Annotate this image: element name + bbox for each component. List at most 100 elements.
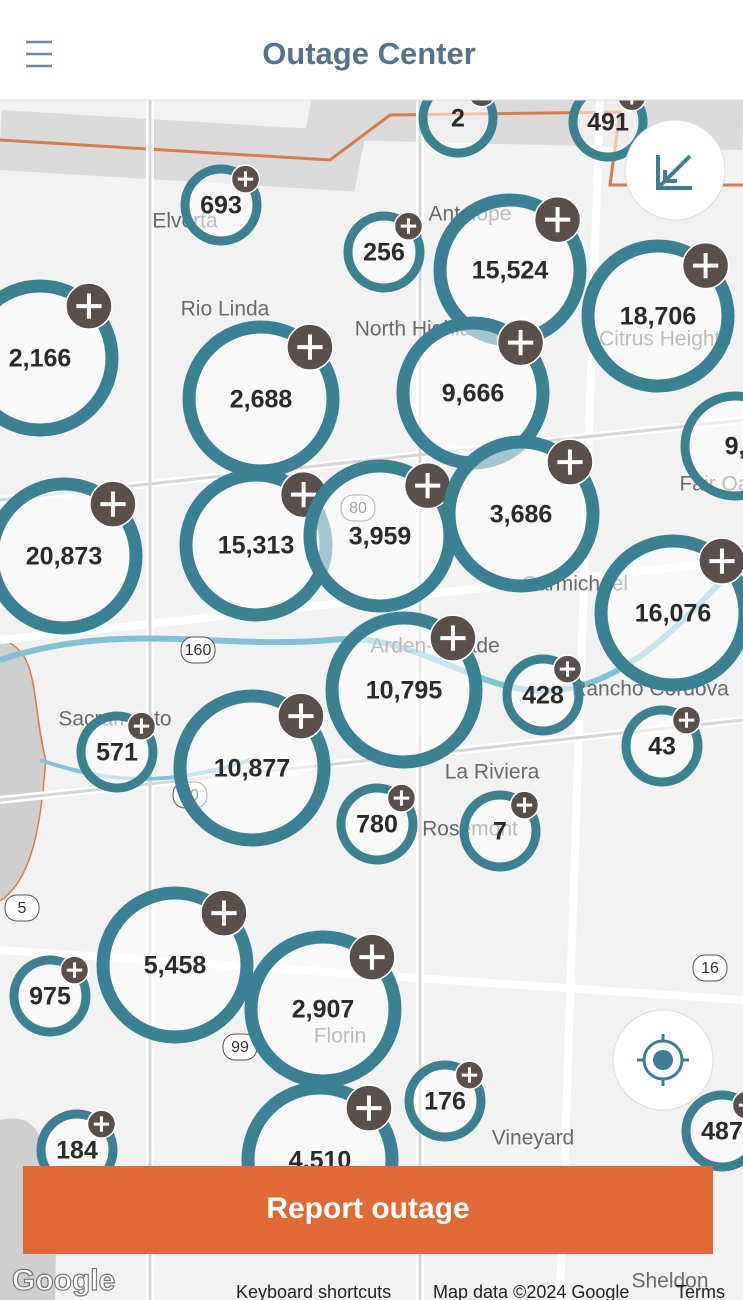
expand-plus [290,481,317,508]
outage-cluster[interactable]: 2,166 [0,279,119,437]
map-data: Map data ©2024 Google [433,1282,629,1300]
place-label: Vineyard [492,1127,575,1150]
outage-cluster[interactable]: 487 [681,1090,743,1172]
cluster-count: 428 [522,682,564,710]
expand-plus [557,449,583,475]
place-label: Sheldon [631,1270,708,1293]
expand-plus [440,625,466,651]
cluster-count: 3,686 [490,501,553,529]
cluster-count: 10,795 [366,677,443,705]
cluster-count: 15,313 [218,532,294,560]
outage-cluster[interactable]: 571 [76,711,158,793]
expand-plus [544,206,571,233]
cluster-count: 16,076 [635,600,711,628]
expand-plus [461,1067,478,1083]
outage-cluster[interactable]: 10,795 [325,611,483,769]
expand-plus [414,472,441,499]
google-logo: Google [12,1264,115,1297]
terms-link[interactable]: Terms [676,1282,725,1300]
cluster-count: 15,524 [472,257,549,285]
cluster-count: 2,688 [230,386,293,414]
outage-cluster[interactable]: 20,873 [0,477,143,635]
cluster-ring [681,1090,743,1172]
outage-cluster[interactable]: 2,688 [182,320,340,478]
expand-badge [731,1090,743,1120]
expand-plus [356,1095,382,1121]
cluster-count: 571 [96,739,138,767]
cluster-count: 693 [200,192,242,220]
outage-cluster[interactable]: 780 [336,783,418,865]
cluster-count: 256 [363,239,405,267]
shield-number: 99 [231,1039,249,1056]
shield-plate [692,954,728,982]
expand-plus [237,171,254,187]
expand-plus [507,329,534,356]
expand-plus [288,703,314,729]
cluster-count: 176 [424,1088,466,1116]
shield-number: 16 [701,960,719,977]
outage-cluster[interactable]: 2,907 [244,930,402,1088]
cluster-ring [680,391,743,501]
expand-plus [393,790,410,806]
outage-cluster[interactable]: 176 [404,1060,486,1142]
cluster-count: 9,666 [442,380,505,408]
shield-number: 5 [18,900,27,917]
cluster-count: 43 [648,733,676,761]
collapse-button[interactable] [624,119,726,221]
outage-cluster[interactable]: 3,686 [442,435,600,593]
outage-clusters: 2 491 693 256 15,524 18,706 2,166 2,688 9,666 9, 2… [0,78,743,1239]
expand-plus [297,334,323,360]
cluster-count: 2,907 [292,996,355,1024]
outage-cluster[interactable]: 975 [9,955,91,1037]
cluster-count: 3,959 [349,523,412,551]
report-outage-label: Report outage [266,1192,469,1225]
locate-button[interactable] [612,1009,714,1111]
outage-cluster[interactable]: 5,458 [96,886,254,1044]
cluster-count: 780 [356,811,398,839]
cluster-count: 487 [701,1118,743,1146]
expand-plus [400,218,417,234]
cluster-count: 975 [29,983,71,1011]
expand-plus [516,797,533,813]
shield-plate [4,894,40,922]
outage-cluster[interactable]: 18,706 [581,239,735,393]
cluster-count: 5,458 [144,952,207,980]
expand-plus [93,1116,110,1132]
outage-cluster[interactable]: 256 [343,211,425,293]
expand-plus [133,718,150,734]
expand-plus [738,1103,743,1107]
cluster-count: 10,877 [214,755,290,783]
header-bar [0,0,743,100]
menu-button[interactable] [26,40,52,68]
road-shield: 16 [692,954,728,982]
outage-cluster[interactable]: 693 [180,164,262,246]
expand-plus [100,491,126,517]
road-shield: 160 [180,636,216,664]
shield-plate [180,636,216,664]
cluster-count: 9, [725,433,743,461]
expand-plus [709,548,735,574]
expand-plus [559,661,576,677]
outage-cluster[interactable]: 9, [680,391,743,501]
outage-cluster[interactable]: 43 [621,705,703,787]
outage-cluster[interactable]: 7 [459,790,541,872]
outage-cluster[interactable]: 3,959 [303,459,457,613]
outage-cluster[interactable]: 16,076 [594,534,743,692]
cluster-count: 20,873 [26,543,102,571]
cluster-count: 184 [56,1137,98,1165]
outage-cluster[interactable]: 10,877 [173,689,331,847]
place-label: La Riviera [445,761,540,784]
expand-plus [678,712,695,728]
shield-number: 160 [185,642,212,659]
keyboard-shortcuts[interactable]: Keyboard shortcuts [236,1282,391,1300]
cluster-count: 2,166 [9,345,72,373]
expand-plus [76,293,102,319]
cluster-count: 7 [493,818,507,846]
place-label: Rio Linda [181,298,270,321]
outage-cluster[interactable]: 428 [502,654,584,736]
road-shield: 5 [4,894,40,922]
cluster-count: 18,706 [620,303,696,331]
report-outage-button[interactable]: Report outage [23,1166,713,1254]
expand-plus [211,900,237,926]
cluster-count: 2 [451,105,465,133]
